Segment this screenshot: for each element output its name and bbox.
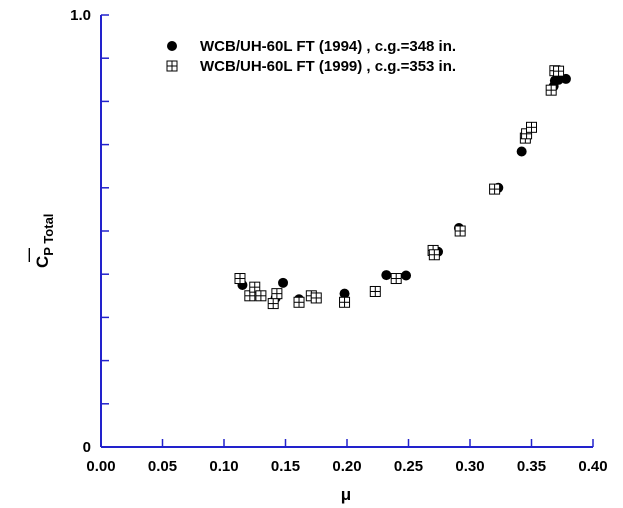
y-tick-label: 0 [83, 439, 91, 456]
data-point-circle [339, 288, 350, 299]
data-point-square [526, 121, 537, 133]
data-point-square [310, 292, 322, 304]
data-markers [234, 65, 571, 310]
x-tick-label: 0.10 [209, 458, 238, 475]
x-tick-label: 0.15 [271, 458, 300, 475]
data-point-square [489, 183, 501, 195]
x-tick-label: 0.05 [148, 458, 177, 475]
data-point-square [428, 249, 440, 261]
y-axis-title-subscript: P Total [41, 214, 56, 256]
data-point-square [255, 290, 267, 302]
data-point-circle [516, 146, 527, 157]
y-tick-label: 1.0 [70, 7, 91, 24]
legend-label-series-1999: WCB/UH-60L FT (1999) , c.g.=353 in. [200, 58, 456, 75]
data-point-square [249, 281, 261, 293]
legend-marker-filled-circle [167, 41, 177, 51]
data-point-square [267, 298, 279, 310]
data-point-circle [401, 270, 412, 281]
x-tick-label: 0.40 [578, 458, 607, 475]
legend-marker-square-cross [166, 60, 178, 72]
axes [100, 15, 593, 448]
data-point-circle [381, 270, 392, 281]
x-tick-label: 0.00 [86, 458, 115, 475]
legend-circle-marker [167, 41, 177, 51]
data-point-square [454, 225, 466, 237]
y-axis-title-overbar: — [20, 248, 36, 262]
y-axis-title: CP Total — [20, 214, 56, 268]
x-tick-label: 0.25 [394, 458, 423, 475]
legend: WCB/UH-60L FT (1994) , c.g.=348 in. WCB/… [166, 38, 456, 75]
data-point-square [545, 84, 557, 96]
data-point-square [271, 288, 283, 300]
data-point-circle [278, 277, 289, 288]
data-point-square [339, 296, 351, 308]
legend-label-series-1994: WCB/UH-60L FT (1994) , c.g.=348 in. [200, 38, 456, 55]
data-point-square [234, 273, 246, 285]
ticks: 0.00 0.05 0.10 0.15 0.20 0.25 0.30 0.35 0.40 0 1.0 [70, 7, 607, 475]
y-axis-title-text: CP Total [33, 214, 56, 268]
x-tick-label: 0.30 [455, 458, 484, 475]
x-tick-label: 0.20 [332, 458, 361, 475]
data-point-square [369, 285, 381, 297]
data-point-square [293, 296, 305, 308]
data-point-circle [553, 74, 564, 85]
y-axis-title-main: C [33, 256, 52, 268]
data-point-square [390, 273, 402, 285]
x-tick-label: 0.35 [517, 458, 546, 475]
legend-square-marker [166, 60, 178, 72]
data-point-square [553, 65, 565, 77]
x-axis-title: μ [341, 485, 351, 504]
